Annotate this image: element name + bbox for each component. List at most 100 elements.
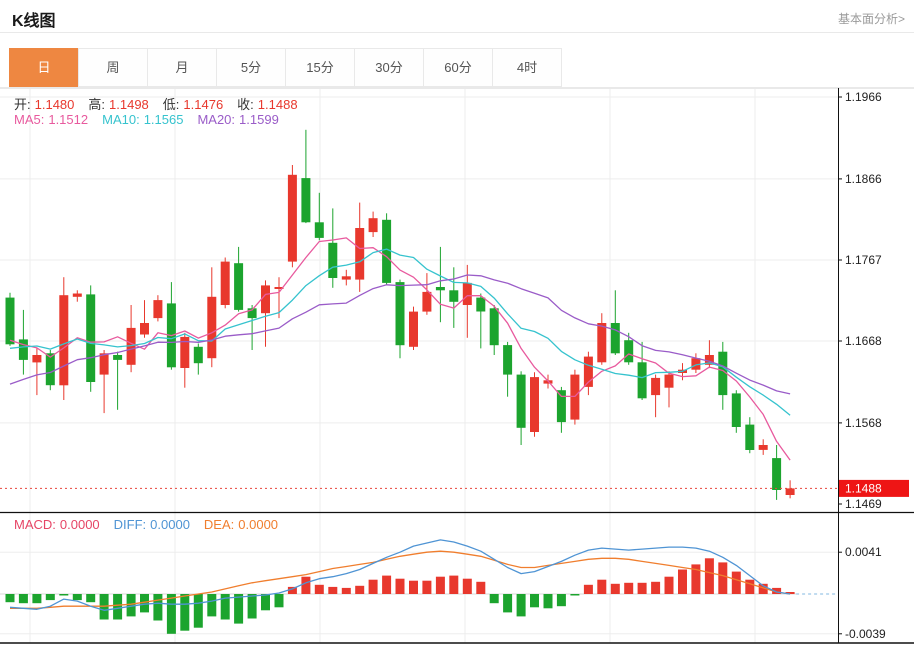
macd-bar — [395, 578, 405, 594]
row-ohlc-value: 1.1480 — [34, 97, 75, 112]
tab-month[interactable]: 月 — [147, 48, 217, 87]
macd-readout: MACD: 0.0000 DIFF: 0.0000 DEA: 0.0000 — [14, 517, 292, 532]
tab-h4[interactable]: 4时 — [492, 48, 562, 87]
candle-body — [664, 374, 674, 388]
candle-body — [449, 290, 459, 302]
candle-body — [368, 218, 378, 233]
macd-bar — [704, 558, 714, 594]
candle-body — [691, 358, 701, 370]
tab-m5[interactable]: 5分 — [216, 48, 286, 87]
candle-body — [328, 242, 338, 278]
row-ohlc-label: 收: — [237, 97, 254, 112]
candle-body — [624, 340, 634, 363]
macd-bar — [86, 594, 96, 603]
gridlines — [0, 89, 838, 643]
macd-bar — [113, 594, 123, 620]
candle-body — [180, 336, 190, 368]
row-ma-value: 1.1599 — [239, 112, 279, 127]
candle-body — [355, 228, 365, 280]
svg-text:1.1668: 1.1668 — [845, 334, 882, 348]
row-ma-label: MA20: — [197, 112, 236, 127]
macd-bar — [166, 594, 176, 634]
kline-chart-svg[interactable]: 1.1966 1.1866 1.1767 1.1668 1.1568 1.1469 0.00… — [0, 88, 914, 645]
row-ma-value: 1.1512 — [48, 112, 89, 127]
macd-bar — [180, 594, 190, 631]
macd-bar — [422, 580, 432, 594]
macd-bar — [651, 581, 661, 594]
svg-text:1.1488: 1.1488 — [845, 481, 882, 495]
fundamental-analysis-link[interactable]: 基本面分析> — [837, 12, 905, 26]
candle-body — [651, 377, 661, 396]
row-ohlc-label: 低: — [162, 97, 180, 112]
macd-bar — [691, 564, 701, 594]
period-tab-bar: 日周月 5分 15分 30分 60分 4时 — [9, 48, 562, 87]
macd-bar — [153, 594, 163, 621]
macd-bar — [274, 594, 284, 608]
macd-bar — [678, 569, 687, 594]
macd-bar — [637, 582, 647, 594]
row-ma-value: 1.1565 — [143, 112, 184, 127]
candle-body — [220, 261, 230, 305]
row-macd-label: DIFF: — [113, 517, 147, 532]
page-title: K线图 — [12, 13, 56, 30]
macd-bar — [583, 584, 593, 594]
row-ohlc-value: 1.1498 — [109, 97, 149, 112]
price-axis-labels: 1.1966 1.1866 1.1767 1.1668 1.1568 1.1469 0.00… — [838, 90, 886, 641]
macd-bar — [220, 594, 230, 620]
macd-bar — [785, 592, 795, 594]
macd-bar — [462, 578, 472, 594]
macd-bar — [610, 583, 620, 594]
macd-bar — [745, 579, 755, 594]
candle-body — [435, 287, 445, 291]
candle-body — [382, 219, 392, 283]
row-macd-label: DEA: — [203, 517, 235, 532]
svg-text:-0.0039: -0.0039 — [845, 627, 886, 641]
macd-bar — [314, 584, 324, 594]
macd-bar — [32, 594, 42, 604]
macd-bar — [489, 594, 499, 604]
row-ma-label: MA5: — [14, 112, 45, 127]
macd-bar — [341, 587, 351, 594]
macd-bar — [72, 594, 82, 601]
macd-bar — [718, 562, 728, 594]
tab-day[interactable]: 日 — [9, 48, 79, 87]
candle-body — [140, 323, 149, 335]
macd-bar — [193, 594, 203, 628]
candle-body — [314, 222, 324, 238]
candle-body — [489, 308, 499, 346]
candle-body — [409, 311, 418, 347]
tab-bar-underline — [0, 87, 914, 88]
macd-bar — [207, 594, 217, 617]
macd-bar — [328, 586, 338, 594]
candle-body — [341, 276, 351, 280]
tab-m60[interactable]: 60分 — [423, 48, 493, 87]
candle-body — [610, 323, 620, 354]
macd-bar — [543, 594, 553, 609]
macd-bar — [301, 576, 311, 594]
macd-bar — [59, 594, 69, 596]
candle-body — [772, 458, 782, 490]
tab-m15[interactable]: 15分 — [285, 48, 355, 87]
row-ma-label: MA10: — [102, 112, 140, 127]
ma10-line — [9, 248, 791, 416]
candle-body — [530, 377, 539, 432]
macd-bar — [18, 594, 28, 604]
candle-body — [745, 424, 755, 450]
candle-body — [785, 488, 795, 495]
candle-body — [583, 356, 593, 387]
candle-body — [99, 353, 109, 375]
macd-bar — [570, 594, 580, 596]
candle-body — [422, 291, 432, 312]
tab-week[interactable]: 周 — [78, 48, 148, 87]
macd-bar — [368, 579, 378, 594]
candle-body — [301, 178, 311, 223]
candle-body — [18, 339, 28, 360]
candle-panel — [5, 129, 795, 500]
macd-bar — [435, 576, 445, 594]
macd-bar — [597, 579, 607, 594]
tab-m30[interactable]: 30分 — [354, 48, 424, 87]
macd-panel — [0, 539, 838, 634]
row-ohlc-value: 1.1476 — [183, 97, 224, 112]
candle-body — [516, 374, 526, 428]
macd-bar — [624, 582, 634, 594]
